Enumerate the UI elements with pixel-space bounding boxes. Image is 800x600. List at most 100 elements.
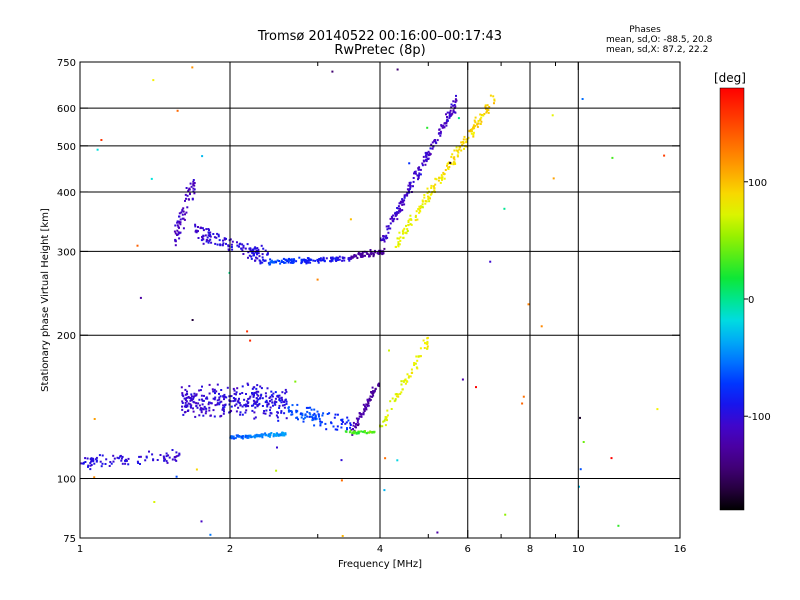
data-point <box>368 431 371 434</box>
data-point <box>366 405 369 408</box>
data-point <box>394 214 397 217</box>
data-point <box>332 257 335 260</box>
data-point <box>236 387 239 390</box>
data-point <box>611 156 614 159</box>
data-point <box>424 154 427 157</box>
data-point <box>473 119 476 122</box>
data-point <box>399 239 402 242</box>
data-point <box>237 401 240 404</box>
data-point <box>208 401 211 404</box>
data-point <box>249 434 252 437</box>
data-point <box>406 192 409 195</box>
data-point <box>201 407 204 410</box>
data-point <box>208 235 211 237</box>
data-point <box>386 409 389 412</box>
data-point <box>213 236 216 239</box>
data-point <box>385 237 388 240</box>
data-point <box>219 415 222 418</box>
data-point <box>444 169 447 171</box>
data-point <box>254 251 257 254</box>
data-point <box>428 196 431 199</box>
data-point <box>397 205 400 208</box>
data-point <box>241 413 244 416</box>
data-point <box>476 123 479 126</box>
data-point <box>280 259 283 262</box>
data-point <box>229 436 232 439</box>
data-point <box>184 393 187 396</box>
data-point <box>275 414 278 417</box>
data-point <box>139 455 142 458</box>
data-point <box>185 400 188 403</box>
data-point <box>276 394 279 397</box>
data-point <box>166 461 169 464</box>
data-point <box>403 199 406 202</box>
data-point <box>245 403 247 406</box>
data-point <box>330 260 332 263</box>
data-point <box>205 396 208 399</box>
data-point <box>174 224 177 227</box>
data-point <box>254 391 257 394</box>
data-point <box>200 520 203 523</box>
data-point <box>319 420 322 423</box>
data-point <box>416 218 419 221</box>
data-point <box>406 228 409 231</box>
data-point <box>290 258 293 261</box>
data-point <box>489 94 492 97</box>
data-point <box>256 400 259 403</box>
data-point <box>261 261 264 264</box>
data-point <box>280 261 283 263</box>
data-point <box>386 228 389 231</box>
data-point <box>379 249 382 252</box>
data-point <box>203 394 205 397</box>
data-point <box>341 259 344 262</box>
data-point <box>368 399 371 402</box>
data-point <box>192 182 195 185</box>
data-point <box>274 433 277 436</box>
data-point <box>455 149 458 152</box>
data-point <box>447 168 450 170</box>
data-point <box>361 251 364 254</box>
data-point <box>100 465 103 468</box>
data-point <box>253 394 255 397</box>
data-point <box>174 458 177 461</box>
data-point <box>253 247 256 250</box>
data-point <box>479 123 482 125</box>
data-point <box>184 399 187 402</box>
data-point <box>368 254 371 257</box>
data-point <box>176 229 179 232</box>
data-point <box>355 423 358 425</box>
data-point <box>480 120 483 123</box>
data-point <box>414 215 417 218</box>
data-point <box>183 397 186 400</box>
data-point <box>313 424 316 427</box>
data-point <box>80 462 83 465</box>
data-point <box>341 421 344 423</box>
data-point <box>314 417 317 420</box>
data-point <box>251 409 254 412</box>
data-point <box>210 402 213 405</box>
data-point <box>445 113 447 116</box>
data-point <box>276 446 278 449</box>
data-point <box>241 249 244 252</box>
data-point <box>181 402 184 404</box>
data-point <box>280 396 283 399</box>
data-point <box>403 227 406 230</box>
data-point <box>248 254 251 257</box>
data-point <box>165 460 168 463</box>
data-point <box>187 402 190 405</box>
data-point <box>86 457 89 460</box>
data-point <box>369 252 372 255</box>
data-point <box>367 404 370 407</box>
data-point <box>425 200 428 203</box>
data-point <box>93 462 96 465</box>
data-point <box>119 455 122 458</box>
data-point <box>484 104 487 107</box>
data-point <box>304 261 307 263</box>
data-point <box>202 234 205 237</box>
data-point <box>194 223 197 226</box>
data-point <box>428 152 431 155</box>
data-point <box>301 414 304 417</box>
data-point <box>216 243 219 246</box>
chart-subtitle: RwPretec (8p) <box>334 43 425 58</box>
data-point <box>109 461 112 463</box>
